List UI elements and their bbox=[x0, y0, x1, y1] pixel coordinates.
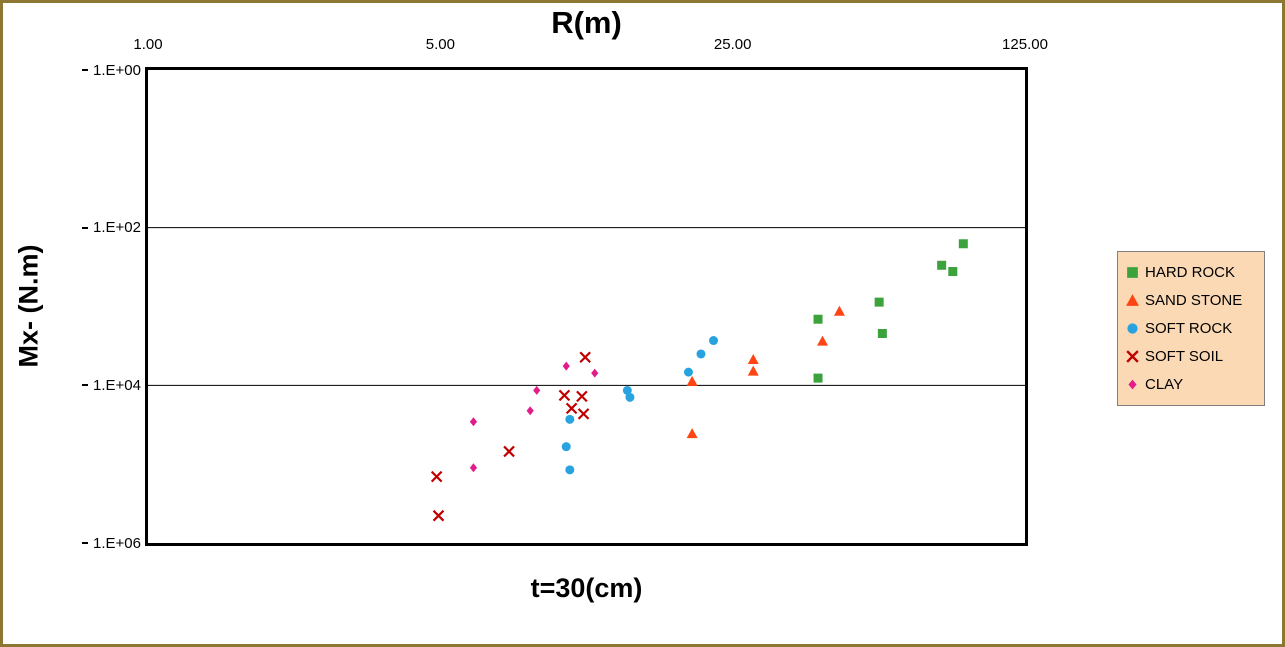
point-soft-rock bbox=[625, 392, 635, 402]
point-soft-rock bbox=[565, 414, 575, 424]
point-clay bbox=[469, 463, 478, 473]
legend-label: SAND STONE bbox=[1145, 292, 1243, 309]
sand-stone-marker-icon bbox=[1126, 294, 1139, 306]
point-soft-soil bbox=[430, 470, 443, 483]
legend: HARD ROCK SAND STONE SOFT ROCK SOFT SOIL CLA… bbox=[1117, 251, 1265, 406]
y-axis-tick-text: 1.E+04 bbox=[93, 376, 141, 394]
y-axis-tick-mark bbox=[82, 384, 89, 387]
y-axis-tick-mark bbox=[82, 226, 89, 229]
y-axis-tick-text: 1.E+00 bbox=[93, 61, 141, 79]
point-soft-rock bbox=[622, 385, 632, 395]
point-soft-soil bbox=[579, 351, 591, 364]
soft-soil-marker-icon bbox=[1126, 350, 1139, 363]
legend-item-soft-soil: SOFT SOIL bbox=[1125, 346, 1257, 367]
plot-canvas bbox=[148, 227, 1025, 522]
point-hard-rock bbox=[948, 267, 958, 277]
legend-item-hard-rock: HARD ROCK bbox=[1125, 262, 1257, 283]
point-soft-soil bbox=[565, 402, 578, 415]
y-axis-tick-text: 1.E+02 bbox=[93, 219, 141, 237]
plot-area bbox=[145, 67, 1028, 546]
legend-item-sand-stone: SAND STONE bbox=[1125, 290, 1257, 311]
point-sand-stone bbox=[686, 375, 698, 386]
point-hard-rock bbox=[958, 239, 968, 249]
point-hard-rock bbox=[877, 328, 887, 338]
legend-label: HARD ROCK bbox=[1145, 264, 1236, 281]
point-soft-rock bbox=[709, 336, 719, 346]
point-soft-soil bbox=[432, 509, 445, 522]
y-axis-tick-label: 1.E+06 bbox=[53, 533, 141, 553]
point-soft-soil bbox=[576, 390, 588, 403]
y-axis-tick-mark bbox=[82, 69, 89, 71]
hard-rock-marker-icon bbox=[1127, 267, 1138, 278]
x-axis-tick-label: 25.00 bbox=[713, 36, 752, 53]
x-axis-tick-label: 5.00 bbox=[425, 36, 455, 53]
point-hard-rock bbox=[813, 373, 823, 383]
point-sand-stone bbox=[747, 353, 759, 364]
soft-rock-marker-icon bbox=[1127, 323, 1138, 334]
point-soft-rock bbox=[565, 465, 575, 475]
point-clay bbox=[591, 368, 599, 378]
legend-label: SOFT SOIL bbox=[1145, 348, 1224, 365]
x-axis-title: R(m) bbox=[551, 5, 622, 40]
point-soft-rock bbox=[696, 349, 706, 359]
x-axis-tick-label: 1.00 bbox=[133, 36, 163, 53]
y-axis-tick-label: 1.E+04 bbox=[53, 375, 141, 395]
point-clay bbox=[562, 361, 570, 371]
y-axis-tick-text: 1.E+06 bbox=[93, 534, 141, 552]
point-sand-stone bbox=[686, 428, 698, 439]
y-axis-tick-label: 1.E+00 bbox=[53, 60, 141, 80]
point-soft-rock bbox=[683, 367, 693, 377]
y-axis-tick-mark bbox=[82, 542, 89, 544]
point-clay bbox=[469, 417, 478, 427]
legend-item-soft-rock: SOFT ROCK bbox=[1125, 318, 1257, 339]
point-soft-soil bbox=[577, 408, 590, 420]
chart-bottom-label: t=30(cm) bbox=[530, 573, 643, 603]
point-sand-stone bbox=[747, 365, 759, 376]
point-hard-rock bbox=[813, 314, 823, 324]
point-soft-soil bbox=[558, 389, 571, 402]
point-soft-soil bbox=[503, 445, 515, 458]
point-hard-rock bbox=[874, 297, 884, 307]
legend-label: CLAY bbox=[1145, 376, 1184, 393]
point-clay bbox=[533, 385, 541, 395]
y-axis-tick-label: 1.E+02 bbox=[53, 218, 141, 238]
point-soft-rock bbox=[561, 442, 571, 452]
point-sand-stone bbox=[817, 335, 829, 346]
clay-marker-icon bbox=[1128, 379, 1137, 390]
point-sand-stone bbox=[833, 305, 845, 316]
x-axis-tick-label: 125.00 bbox=[1002, 36, 1048, 53]
point-hard-rock bbox=[937, 260, 947, 270]
legend-item-clay: CLAY bbox=[1125, 374, 1257, 395]
point-clay bbox=[526, 406, 534, 416]
legend-label: SOFT ROCK bbox=[1145, 320, 1233, 337]
y-axis-title: Mx- (N.m) bbox=[13, 244, 44, 368]
